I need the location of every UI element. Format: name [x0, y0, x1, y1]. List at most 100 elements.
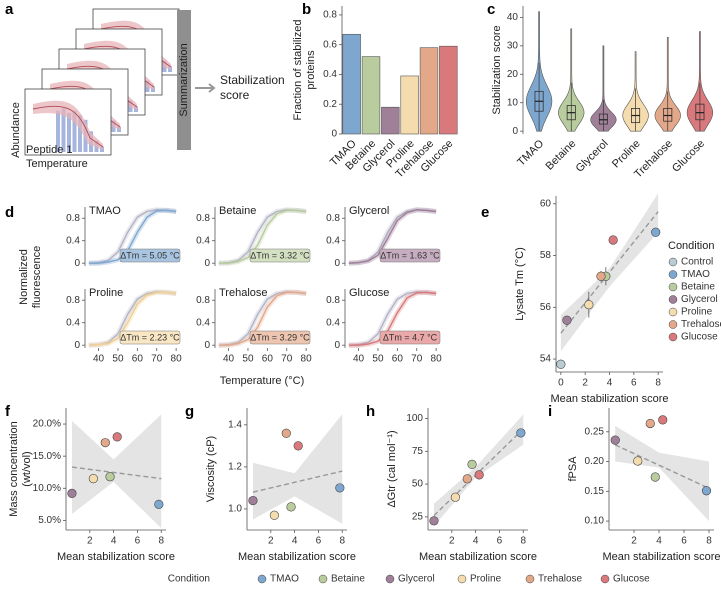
line	[218, 209, 307, 264]
y-axis-label: fPSA	[567, 456, 579, 482]
point	[596, 271, 606, 281]
point	[610, 435, 620, 445]
bar	[342, 33, 361, 135]
line	[348, 209, 437, 264]
x-tick-label: 2	[631, 536, 637, 547]
y-axis-label-line: Fraction of stabilized	[292, 20, 304, 121]
point	[650, 472, 660, 482]
x-tick-label: 2	[449, 536, 455, 547]
x-tick-label: 50	[372, 354, 384, 365]
legend-swatch	[385, 574, 395, 584]
y-axis-label: Normalizedfluorescence	[18, 246, 43, 308]
x-axis-label: Mean stabilization score	[550, 393, 668, 405]
legend-label: Trehalose	[681, 319, 721, 330]
y-tick-label: 0.4	[323, 69, 337, 80]
x-tick-label: 50	[112, 354, 124, 365]
line	[348, 291, 437, 346]
y-tick-label: 0.8	[323, 10, 337, 21]
y-tick-label: 0.8	[326, 295, 340, 306]
schematic-band	[33, 100, 103, 150]
schematic-bar	[61, 108, 66, 152]
x-axis-label: Mean stabilization score	[419, 551, 537, 563]
x-tick-label: 80	[431, 354, 443, 365]
box	[663, 108, 673, 122]
legend-title: Condition	[168, 574, 210, 585]
x-tick-label: 40	[353, 354, 365, 365]
bar	[381, 106, 400, 135]
fit-line	[71, 466, 162, 480]
y-axis-label-line: proteins	[305, 50, 317, 90]
x-tick-label: 4	[111, 536, 117, 547]
x-tick-label: 8	[706, 536, 712, 547]
y-tick-label: 0.20	[585, 456, 605, 467]
legend-label: Glucose	[681, 332, 718, 343]
y-tick-label: 10.0%	[33, 483, 61, 494]
x-tick-label: 6	[631, 378, 637, 389]
y-axis-label: Viscosity (cP)	[205, 436, 217, 502]
y-tick-label: 0.15	[585, 486, 605, 497]
panel-letter: d	[5, 204, 14, 221]
x-tick-label: 70	[151, 354, 163, 365]
violin	[558, 28, 585, 132]
point	[286, 502, 296, 512]
schematic-label: Abundance	[10, 102, 22, 158]
x-tick-label: 8	[158, 536, 164, 547]
y-tick-label: 30	[507, 40, 519, 51]
schematic-label: Temperature	[26, 158, 88, 170]
y-tick-label: 0.2	[323, 99, 337, 110]
annotation: ΔTm = 5.05 °C	[120, 250, 180, 260]
fit-line	[560, 211, 659, 334]
x-tick-label: Betaine	[544, 138, 579, 173]
subplot-title: Trehalose	[219, 287, 268, 299]
legend-label: Proline	[681, 307, 713, 318]
summary-bar	[177, 10, 191, 150]
x-tick-label: 80	[171, 354, 183, 365]
bar	[400, 75, 419, 135]
x-tick-label: 60	[392, 354, 404, 365]
violin	[590, 45, 617, 132]
y-tick-label: 0.4	[326, 317, 340, 328]
legend-swatch	[318, 574, 328, 584]
x-tick-label: 60	[262, 354, 274, 365]
point	[474, 470, 484, 480]
confidence-band	[560, 193, 659, 352]
panel-letter: b	[302, 1, 311, 18]
y-tick-label: 20	[507, 69, 519, 80]
subplot-title: TMAO	[89, 205, 121, 217]
x-tick-label: 2	[268, 536, 274, 547]
annotation-box	[249, 248, 311, 263]
y-tick-label: 0.4	[196, 317, 210, 328]
y-tick-label: 54	[540, 354, 552, 365]
x-tick-label: 70	[281, 354, 293, 365]
x-tick-label: TMAO	[515, 137, 546, 168]
y-tick-label: 0.4	[326, 235, 340, 246]
x-tick-label: 4	[607, 378, 613, 389]
x-tick-label: 8	[520, 536, 526, 547]
y-tick-label: 60	[540, 198, 552, 209]
schematic-bar	[56, 110, 60, 152]
point	[584, 300, 594, 310]
y-tick-label: 0	[334, 340, 340, 351]
confidence-band	[252, 414, 343, 524]
y-tick-label: 40	[507, 12, 519, 23]
legend-swatch	[257, 574, 267, 584]
y-tick-label: 0.8	[196, 213, 210, 224]
annotation: ΔTm = 2.23 °C	[120, 332, 180, 342]
violin	[686, 31, 714, 132]
legend-label: Trehalose	[538, 574, 583, 585]
legend-label: Glucose	[613, 574, 650, 585]
y-tick-label: 0.4	[196, 235, 210, 246]
y-tick-label: 0	[334, 258, 340, 269]
x-tick-label: 8	[339, 536, 345, 547]
x-tick-label: 70	[411, 354, 423, 365]
y-tick-label: 0.8	[196, 295, 210, 306]
y-tick-label: 0.10	[585, 516, 605, 527]
y-tick-label: 0	[74, 340, 80, 351]
y-tick-label: 75	[412, 446, 424, 457]
y-tick-label: 10	[507, 97, 519, 108]
point	[633, 456, 643, 466]
x-tick-label: 4	[292, 536, 298, 547]
x-tick-label: 4	[473, 536, 479, 547]
point	[105, 472, 115, 482]
